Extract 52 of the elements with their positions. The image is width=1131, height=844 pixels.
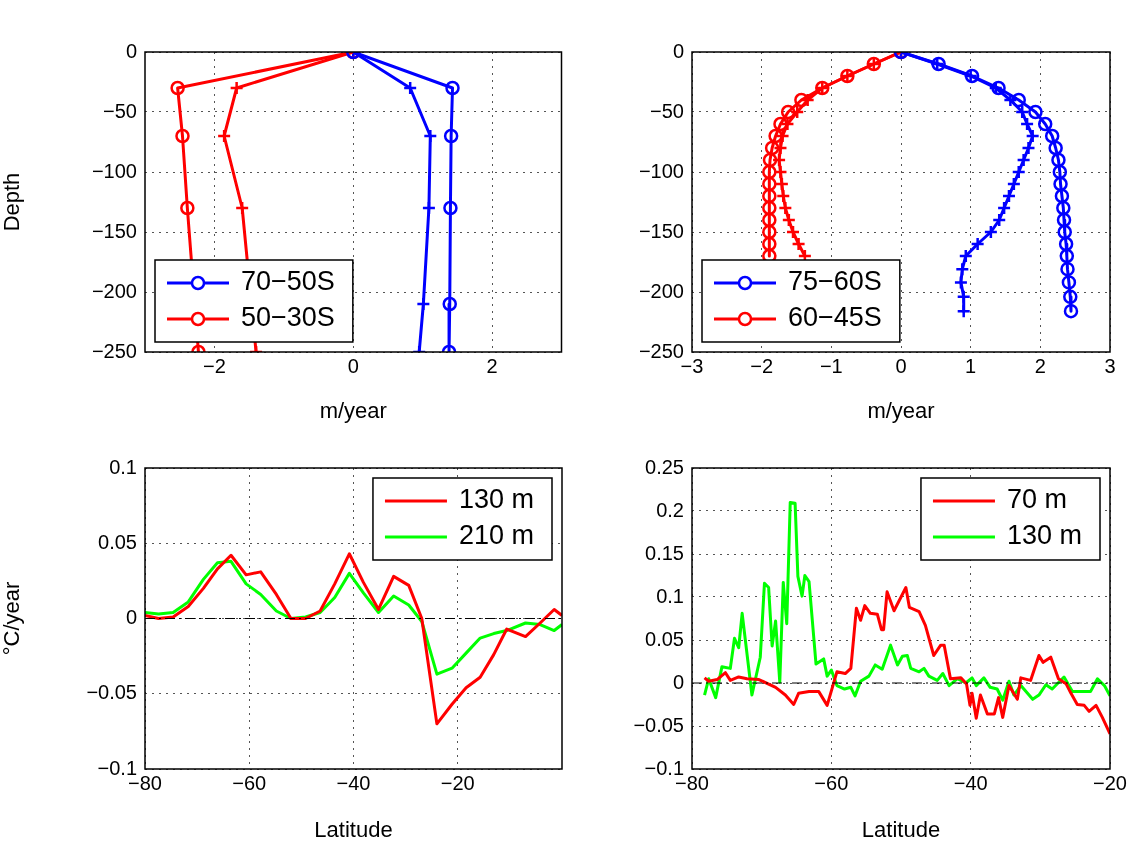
y-tick-label: 0.25 — [645, 455, 684, 478]
x-tick-label: 3 — [1104, 354, 1116, 377]
y-tick-label: 0 — [672, 670, 684, 693]
legend-label: 75−60S — [788, 266, 882, 297]
y-tick-label: −150 — [91, 219, 137, 242]
y-tick-label: 0 — [672, 39, 684, 62]
x-tick-label: −20 — [1093, 771, 1127, 794]
y-axis-title: °C/year — [0, 581, 25, 656]
legend-label: 210 m — [458, 520, 535, 551]
y-tick-label: 0.1 — [109, 455, 137, 478]
x-tick-label: 2 — [1034, 354, 1046, 377]
x-axis-title: Latitude — [861, 816, 941, 842]
x-tick-label: −1 — [819, 354, 843, 377]
legend-label: 130 m — [458, 484, 535, 515]
x-tick-label: −20 — [440, 771, 475, 794]
y-tick-label: 0.05 — [98, 530, 137, 553]
y-tick-label: −100 — [638, 159, 684, 182]
y-tick-label: −100 — [91, 159, 137, 182]
x-tick-label: 1 — [965, 354, 977, 377]
y-tick-label: −50 — [650, 99, 684, 122]
y-tick-label: −0.05 — [86, 681, 137, 704]
x-axis-title: m/year — [867, 397, 935, 423]
y-tick-label: −200 — [91, 279, 137, 302]
x-tick-label: −2 — [203, 354, 226, 377]
x-tick-label: −40 — [953, 771, 988, 794]
y-tick-label: −150 — [638, 219, 684, 242]
y-tick-label: 0.05 — [645, 627, 684, 650]
y-tick-label: −200 — [638, 279, 684, 302]
y-tick-label: −250 — [638, 339, 684, 362]
y-tick-label: 0.2 — [656, 498, 684, 521]
x-axis-title: m/year — [319, 397, 387, 423]
y-axis-title: Depth — [0, 172, 25, 232]
x-tick-label: −40 — [336, 771, 371, 794]
legend-label: 70 m — [1006, 484, 1067, 515]
y-tick-label: 0.15 — [645, 541, 684, 564]
legend-label: 60−45S — [788, 302, 882, 333]
x-axis-title: Latitude — [314, 816, 393, 842]
y-tick-label: −250 — [91, 339, 137, 362]
y-tick-label: −50 — [103, 99, 137, 122]
y-tick-label: 0 — [125, 606, 137, 629]
x-tick-label: 0 — [895, 354, 907, 377]
y-tick-label: 0.1 — [656, 584, 684, 607]
x-tick-label: −2 — [750, 354, 774, 377]
y-tick-label: 0 — [125, 39, 137, 62]
legend-label: 130 m — [1006, 520, 1083, 551]
legend-label: 70−50S — [241, 266, 335, 297]
x-tick-label: −60 — [232, 771, 267, 794]
x-tick-label: −60 — [814, 771, 849, 794]
y-tick-label: −0.05 — [633, 713, 684, 736]
x-tick-label: 2 — [486, 354, 498, 377]
x-tick-label: 0 — [347, 354, 359, 377]
legend-label: 50−30S — [241, 302, 335, 333]
